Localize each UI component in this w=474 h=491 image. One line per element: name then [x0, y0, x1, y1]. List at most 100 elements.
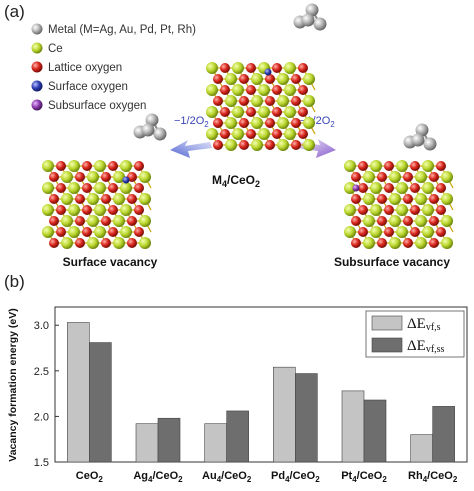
lattice-oxygen-atom [272, 107, 282, 117]
ce-atom [68, 182, 80, 194]
ce-atom [120, 160, 132, 172]
ce-atom [68, 226, 80, 238]
ce-atom [284, 62, 296, 74]
ce-atom [232, 106, 244, 118]
ce-atom [370, 160, 382, 172]
metal-atom [305, 3, 319, 17]
metal-atom [415, 123, 429, 137]
lattice-oxygen-atom [56, 183, 66, 193]
y-axis-label: Vacancy formation energy (eV) [7, 308, 19, 461]
lattice-oxygen-atom [56, 205, 66, 215]
ce-atom [258, 84, 270, 96]
ce-atom [232, 128, 244, 140]
ce-atom [389, 171, 401, 183]
ce-atom [303, 95, 315, 107]
lattice-oxygen-atom [265, 74, 275, 84]
lattice-oxygen-icon [31, 61, 43, 73]
lattice-oxygen-atom [127, 238, 137, 248]
ce-atom [87, 193, 99, 205]
lattice-oxygen-atom [384, 205, 394, 215]
ce-atom [441, 171, 453, 183]
metal-atom [313, 17, 327, 31]
lattice-oxygen-atom [358, 227, 368, 237]
lattice-oxygen-atom [265, 118, 275, 128]
ce-atom [303, 73, 315, 85]
ce-atom [441, 215, 453, 227]
bar-s [135, 423, 159, 463]
lattice-oxygen-atom [101, 172, 111, 182]
lattice-oxygen-atom [291, 74, 301, 84]
vacancy-energy-chart: 1.5 2.0 2.5 3.0 CeO2 Ag4/CeO2 Au4/CeO2 Pd4/CeO… [7, 306, 468, 484]
lattice-oxygen-atom [436, 183, 446, 193]
bar-ss [295, 373, 318, 463]
ce-atom [87, 171, 99, 183]
lattice-oxygen-atom [75, 172, 85, 182]
metal-atom [145, 113, 159, 127]
ce-atom [94, 160, 106, 172]
atom-legend-label: Subsurface oxygen [48, 100, 146, 112]
subsurface-vacancy-cluster [344, 123, 454, 249]
ce-atom [61, 237, 73, 249]
lattice-oxygen-atom [239, 96, 249, 106]
lattice-oxygen-atom [213, 118, 223, 128]
lattice-oxygen-atom [49, 238, 59, 248]
metal-atom [301, 13, 315, 27]
bar-s [341, 390, 365, 463]
ce-atom [441, 193, 453, 205]
ce-atom [415, 171, 427, 183]
ce-atom [277, 73, 289, 85]
left-arrow-icon [170, 140, 212, 158]
chart-legend: ΔEvf,s ΔEvf,ss [365, 310, 465, 358]
ce-atom [396, 182, 408, 194]
lattice-oxygen-atom [358, 183, 368, 193]
ce-atom [277, 95, 289, 107]
lattice-oxygen-atom [384, 227, 394, 237]
lattice-oxygen-atom [436, 227, 446, 237]
ce-atom [422, 182, 434, 194]
bar-s [273, 366, 296, 463]
lattice-oxygen-atom [49, 194, 59, 204]
lattice-oxygen-atom [134, 183, 144, 193]
lattice-oxygen-atom [358, 205, 368, 215]
metal-atom [411, 133, 425, 147]
lattice-oxygen-atom [351, 194, 361, 204]
ce-atom [415, 237, 427, 249]
lattice-oxygen-atom [291, 96, 301, 106]
bar-ss [89, 342, 112, 463]
y-tick-label: 2.0 [34, 411, 49, 423]
panel-a-label: (a) [4, 2, 25, 21]
x-category-label: Pt4/CeO2 [341, 470, 387, 484]
ce-atom [422, 226, 434, 238]
ce-atom [396, 204, 408, 216]
legend-label-s: ΔEvf,s [407, 316, 441, 333]
ce-atom [113, 215, 125, 227]
lattice-oxygen-atom [298, 63, 308, 73]
y-tick-label: 3.0 [34, 320, 49, 332]
legend-swatch-ss [371, 337, 403, 353]
ce-atom [258, 106, 270, 118]
ce-atom [370, 182, 382, 194]
ce-atom-icon [31, 42, 43, 54]
bar-s [67, 322, 90, 463]
ce-atom [284, 106, 296, 118]
ce-atom [139, 215, 151, 227]
lattice-oxygen-atom [429, 172, 439, 182]
atom-legend-label: Metal (M=Ag, Au, Pd, Pt, Rh) [48, 24, 196, 36]
atom-legend-label: Surface oxygen [48, 81, 128, 93]
ce-atom [61, 171, 73, 183]
lattice-oxygen-atom [82, 161, 92, 171]
x-category-label: Au4/CeO2 [202, 470, 252, 484]
atom-legend-label: Lattice oxygen [48, 62, 122, 74]
ce-atom [87, 215, 99, 227]
lattice-oxygen-atom [239, 140, 249, 150]
legend-label-ss: ΔEvf,ss [407, 338, 445, 355]
ce-atom [389, 237, 401, 249]
lattice-oxygen-atom [213, 96, 223, 106]
x-category-label: Pd4/CeO2 [271, 470, 320, 484]
lattice-oxygen-atom [410, 183, 420, 193]
lattice-oxygen-atom [127, 194, 137, 204]
lattice-oxygen-atom [403, 238, 413, 248]
ce-atom [422, 160, 434, 172]
lattice-oxygen-atom [246, 63, 256, 73]
metal-atom [153, 127, 167, 141]
